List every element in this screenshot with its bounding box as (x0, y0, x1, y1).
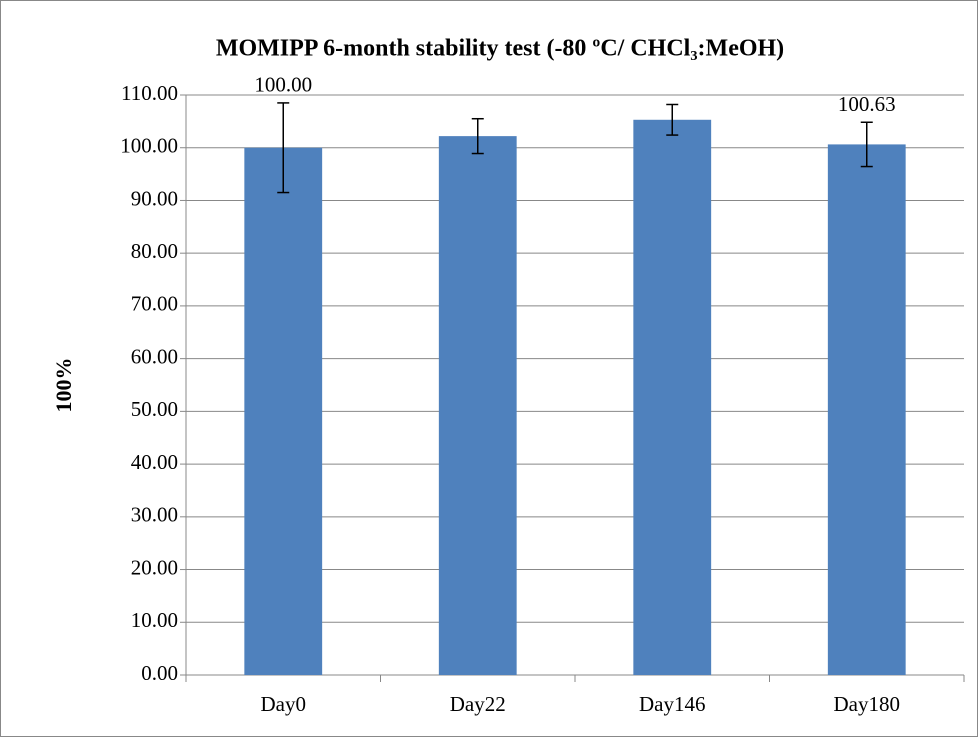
bar (244, 147, 323, 675)
y-tick-label: 80.00 (131, 239, 178, 263)
error-bar (666, 103, 679, 136)
y-tick-label: 60.00 (131, 344, 178, 368)
value-label: 100.00 (254, 73, 312, 97)
y-tick-label: 50.00 (131, 397, 178, 421)
y-axis-label: 100% (51, 358, 76, 413)
y-tick-label: 0.00 (141, 661, 178, 685)
x-tick-label: Day180 (834, 692, 901, 716)
chart-title: MOMIPP 6-month stability test (-80 ºC/ C… (216, 36, 784, 62)
error-bar (860, 121, 873, 168)
y-tick-label: 90.00 (131, 186, 178, 210)
bar (438, 136, 517, 676)
error-bar (471, 117, 484, 155)
bar (827, 144, 906, 675)
x-tick-label: Day146 (639, 692, 706, 716)
y-tick-label: 110.00 (121, 81, 178, 105)
y-tick-label: 100.00 (120, 134, 178, 158)
value-label: 100.63 (838, 92, 896, 116)
x-tick-label: Day0 (261, 692, 307, 716)
x-tick-label: Day22 (450, 692, 506, 716)
bar (633, 119, 712, 676)
y-tick-label: 30.00 (131, 503, 178, 527)
y-tick-label: 10.00 (131, 608, 178, 632)
y-tick-label: 40.00 (131, 450, 178, 474)
y-tick-label: 70.00 (131, 292, 178, 316)
error-bar (277, 102, 290, 194)
y-tick-label: 20.00 (131, 555, 178, 579)
